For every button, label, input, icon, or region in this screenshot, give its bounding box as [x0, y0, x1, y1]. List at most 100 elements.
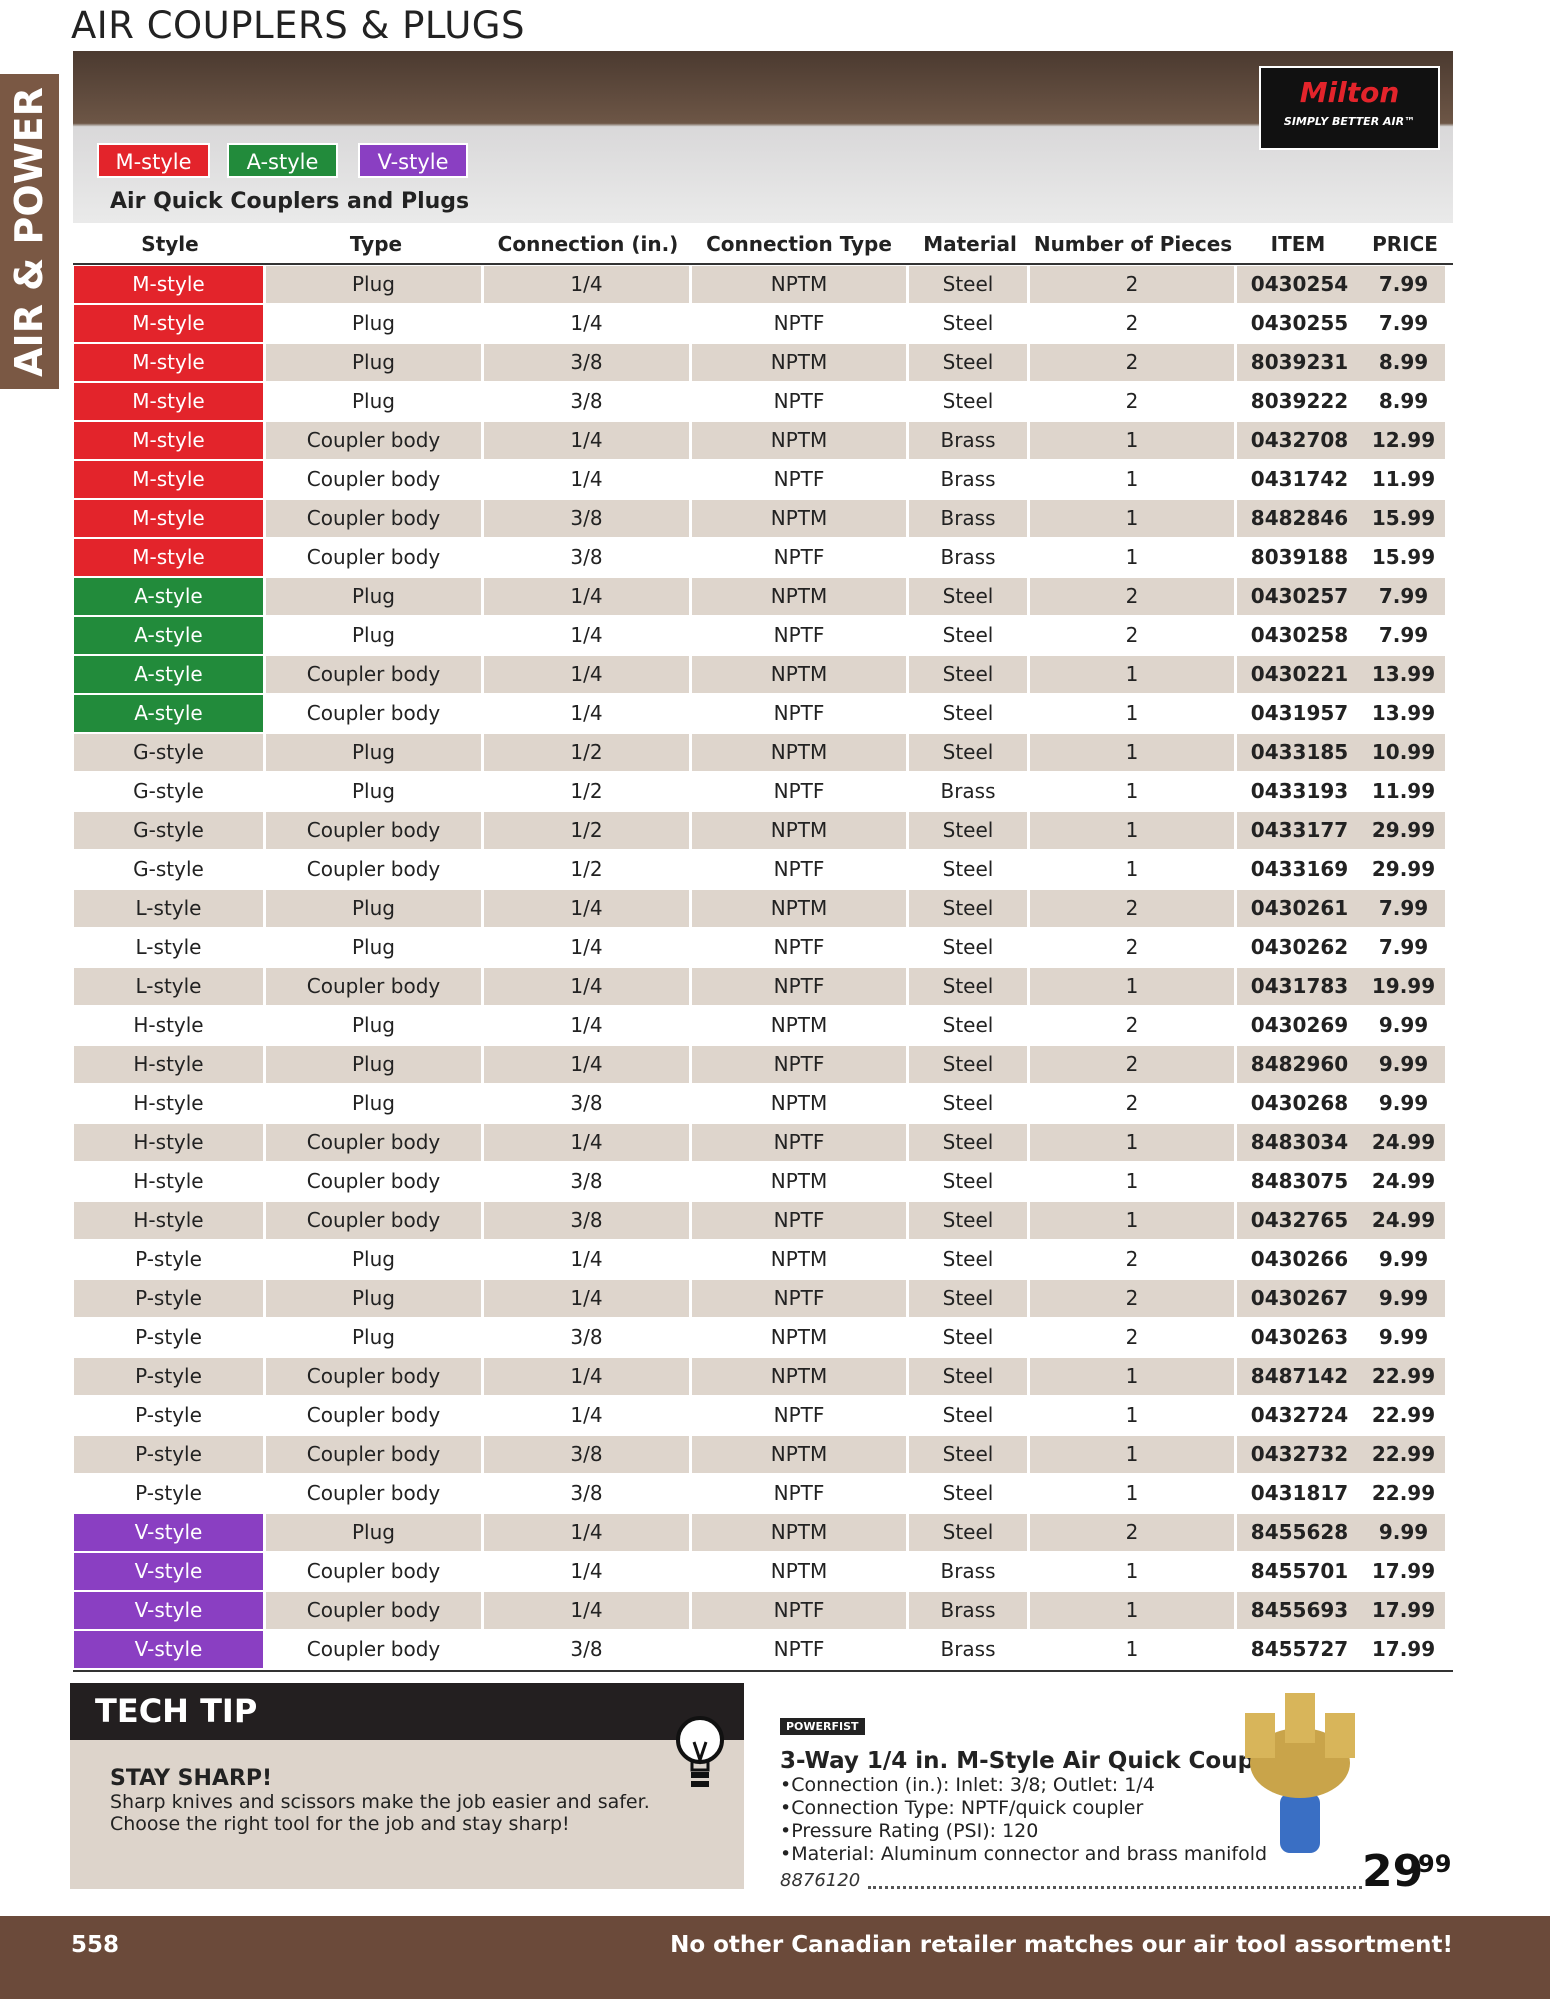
table-cell: 1/4 — [484, 1241, 689, 1278]
table-cell: M-style — [74, 383, 263, 420]
table-cell: 0431817 — [1237, 1475, 1362, 1512]
table-cell: V-style — [74, 1631, 263, 1668]
table-cell: NPTF — [692, 1475, 906, 1512]
table-cell: 0431783 — [1237, 968, 1362, 1005]
table-cell: Coupler body — [266, 461, 481, 498]
table-cell: NPTF — [692, 929, 906, 966]
table-cell: NPTM — [692, 1085, 906, 1122]
table-cell: 29.99 — [1362, 851, 1445, 888]
table-cell: Plug — [266, 344, 481, 381]
table-cell: NPTM — [692, 422, 906, 459]
table-cell: M-style — [74, 344, 263, 381]
table-cell: Steel — [909, 695, 1027, 732]
table-cell: Coupler body — [266, 1475, 481, 1512]
table-cell: 17.99 — [1362, 1631, 1445, 1668]
table-cell: 1/4 — [484, 1553, 689, 1590]
product-image — [1245, 1693, 1355, 1853]
table-cell: 2 — [1030, 383, 1234, 420]
table-cell: 0432765 — [1237, 1202, 1362, 1239]
table-cell: NPTF — [692, 1202, 906, 1239]
side-tab: AIR & POWER — [0, 74, 59, 389]
table-cell: 7.99 — [1362, 266, 1445, 303]
table-cell: 2 — [1030, 890, 1234, 927]
table-cell: Steel — [909, 734, 1027, 771]
table-cell: 1 — [1030, 1553, 1234, 1590]
table-cell: Coupler body — [266, 851, 481, 888]
table-cell: 1/4 — [484, 1592, 689, 1629]
table-cell: 7.99 — [1362, 305, 1445, 342]
table-cell: 1/4 — [484, 305, 689, 342]
table-cell: 1 — [1030, 539, 1234, 576]
table-cell: M-style — [74, 422, 263, 459]
table-cell: M-style — [74, 539, 263, 576]
table-cell: NPTM — [692, 890, 906, 927]
table-cell: NPTF — [692, 695, 906, 732]
table-cell: A-style — [74, 617, 263, 654]
table-cell: 1 — [1030, 851, 1234, 888]
product-bullet: •Pressure Rating (PSI): 120 — [780, 1820, 1039, 1842]
table-cell: 1 — [1030, 1475, 1234, 1512]
table-cell: 2 — [1030, 1007, 1234, 1044]
table-cell: 8487142 — [1237, 1358, 1362, 1395]
table-cell: 2 — [1030, 1085, 1234, 1122]
table-cell: 0430221 — [1237, 656, 1362, 693]
table-cell: Coupler body — [266, 1631, 481, 1668]
table-cell: NPTF — [692, 539, 906, 576]
tech-tip-line: Sharp knives and scissors make the job e… — [110, 1791, 650, 1813]
table-cell: 1 — [1030, 1124, 1234, 1161]
table-cell: Steel — [909, 1319, 1027, 1356]
table-cell: V-style — [74, 1514, 263, 1551]
table-cell: 8039222 — [1237, 383, 1362, 420]
table-cell: 10.99 — [1362, 734, 1445, 771]
tech-tip-header — [70, 1683, 744, 1740]
table-cell: NPTM — [692, 1358, 906, 1395]
table-cell: Coupler body — [266, 1163, 481, 1200]
table-cell: 1 — [1030, 1592, 1234, 1629]
table-cell: 1/4 — [484, 1397, 689, 1434]
table-cell: Steel — [909, 617, 1027, 654]
table-cell: Coupler body — [266, 500, 481, 537]
table-cell: 9.99 — [1362, 1319, 1445, 1356]
table-cell: Plug — [266, 1046, 481, 1083]
table-cell: Coupler body — [266, 968, 481, 1005]
table-cell: NPTM — [692, 578, 906, 615]
column-header: Connection Type — [706, 232, 892, 256]
table-cell: 8.99 — [1362, 344, 1445, 381]
table-cell: H-style — [74, 1124, 263, 1161]
table-cell: 19.99 — [1362, 968, 1445, 1005]
table-cell: Steel — [909, 1358, 1027, 1395]
table-cell: Coupler body — [266, 695, 481, 732]
table-cell: 3/8 — [484, 539, 689, 576]
table-cell: 1/4 — [484, 695, 689, 732]
table-cell: 1 — [1030, 500, 1234, 537]
table-cell: 2 — [1030, 1319, 1234, 1356]
table-cell: 11.99 — [1362, 773, 1445, 810]
column-header: Number of Pieces — [1033, 232, 1233, 256]
table-cell: P-style — [74, 1475, 263, 1512]
table-cell: 3/8 — [484, 1085, 689, 1122]
table-cell: Brass — [909, 1592, 1027, 1629]
table-cell: Steel — [909, 1241, 1027, 1278]
table-cell: 13.99 — [1362, 695, 1445, 732]
table-cell: 1/4 — [484, 929, 689, 966]
table-cell: M-style — [74, 461, 263, 498]
table-cell: 1 — [1030, 1631, 1234, 1668]
table-cell: L-style — [74, 929, 263, 966]
table-cell: Coupler body — [266, 656, 481, 693]
table-cell: Plug — [266, 890, 481, 927]
table-cell: 0433193 — [1237, 773, 1362, 810]
table-cell: 2 — [1030, 1241, 1234, 1278]
table-cell: Plug — [266, 1319, 481, 1356]
table-cell: 1 — [1030, 422, 1234, 459]
table-cell: H-style — [74, 1163, 263, 1200]
table-cell: 1 — [1030, 1436, 1234, 1473]
table-cell: Steel — [909, 1124, 1027, 1161]
logo-brand: Milton — [1299, 76, 1400, 109]
table-cell: H-style — [74, 1202, 263, 1239]
table-cell: 17.99 — [1362, 1592, 1445, 1629]
table-cell: 1/4 — [484, 1280, 689, 1317]
table-cell: NPTF — [692, 851, 906, 888]
table-cell: 1/4 — [484, 617, 689, 654]
table-cell: Brass — [909, 1553, 1027, 1590]
side-tab-label: AIR & POWER — [7, 87, 51, 377]
